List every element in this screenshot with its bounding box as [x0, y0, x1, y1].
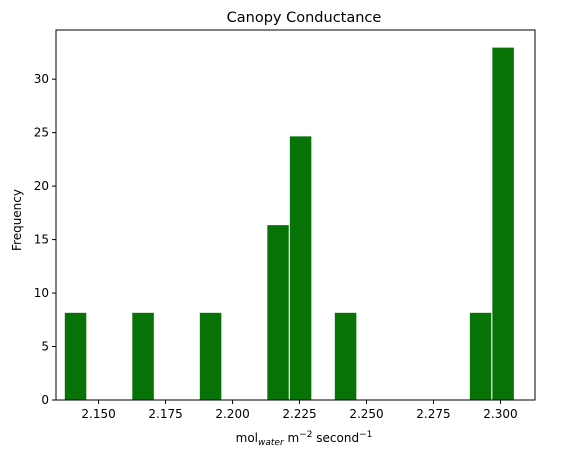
histogram-bar: [63, 311, 88, 401]
x-axis-label-subscript: water: [258, 438, 285, 448]
chart-title: Canopy Conductance: [227, 10, 382, 26]
x-axis-label-middle: m: [284, 431, 300, 445]
x-tick-label: 2.300: [483, 407, 517, 421]
x-tick-label: 2.150: [81, 407, 115, 421]
y-tick-label: 20: [34, 179, 49, 193]
y-axis-label: Frequency: [10, 189, 24, 251]
histogram-bar: [333, 311, 358, 401]
y-tick-label: 10: [34, 286, 49, 300]
histogram-bar: [266, 224, 290, 401]
x-axis-label: molwater m−2 second−1: [236, 430, 373, 448]
y-tick-label: 15: [34, 233, 49, 247]
histogram-bar: [198, 311, 223, 401]
histogram-bar: [468, 311, 493, 401]
x-tick-label: 2.200: [215, 407, 249, 421]
y-tick-label: 0: [41, 393, 49, 407]
x-axis-label-base: mol: [236, 431, 258, 445]
y-tick-label: 25: [34, 126, 49, 140]
x-tick-label: 2.225: [282, 407, 316, 421]
x-axis-label-exponent-2: −1: [359, 430, 372, 440]
bars-group: [63, 46, 515, 401]
y-tick-label: 5: [41, 340, 49, 354]
histogram-bar: [491, 46, 515, 401]
x-tick-label: 2.175: [148, 407, 182, 421]
plot-frame: [55, 29, 536, 401]
x-tick-label: 2.250: [349, 407, 383, 421]
x-tick-label: 2.275: [416, 407, 450, 421]
histogram-bar: [131, 311, 155, 401]
axes-group: 2.150 2.175 2.200 2.225 2.250 2.275 2.300 0 5 10 1…: [34, 29, 536, 421]
x-axis-label-tail: second: [312, 431, 359, 445]
y-tick-label: 30: [34, 72, 49, 86]
x-axis-label-exponent-1: −2: [299, 430, 312, 440]
histogram-bar: [288, 135, 313, 401]
